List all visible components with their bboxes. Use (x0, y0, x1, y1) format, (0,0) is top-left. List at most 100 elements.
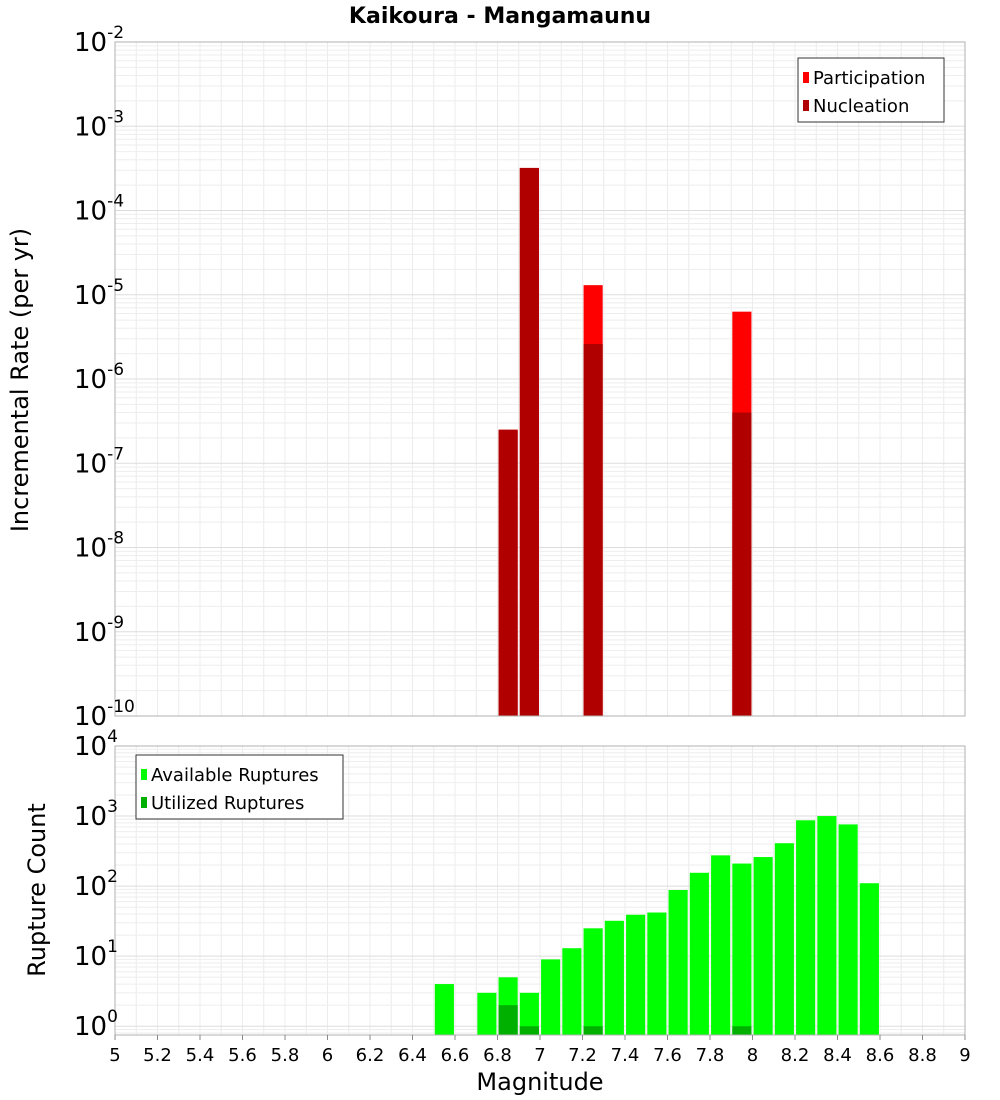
y-tick-label: 104 (74, 727, 118, 762)
y-tick-exponent: -7 (107, 444, 124, 464)
x-tick-label: 5.2 (143, 1045, 172, 1066)
y-tick-label: 102 (74, 867, 118, 902)
series-1 (498, 167, 752, 717)
y-tick-label: 10-8 (74, 529, 124, 564)
x-tick-label: 6 (322, 1045, 333, 1066)
x-tick-label: 5.6 (228, 1045, 257, 1066)
y-tick-base: 10 (74, 1012, 107, 1042)
legend-label: Available Ruptures (151, 765, 319, 786)
y-tick-exponent: 0 (107, 1007, 118, 1027)
y-tick-base: 10 (74, 732, 107, 762)
y-tick-exponent: -2 (107, 23, 124, 43)
y-tick-exponent: -4 (107, 192, 124, 212)
y-tick-label: 10-3 (74, 107, 124, 142)
x-tick-label: 8 (747, 1045, 758, 1066)
bar (647, 912, 667, 1035)
bar (859, 883, 879, 1035)
bar (519, 167, 539, 717)
y-tick-base: 10 (74, 197, 107, 227)
legend-swatch (803, 100, 809, 111)
bar (774, 843, 794, 1035)
y-tick-label: 10-9 (74, 613, 124, 648)
rate-plot: 10-1010-910-810-710-610-510-410-310-2Par… (74, 23, 966, 732)
x-tick-label: 8.2 (781, 1045, 810, 1066)
bar (519, 1026, 539, 1035)
top-y-axis-label: Incremental Rate (per yr) (6, 228, 34, 532)
x-tick-label: 6.8 (483, 1045, 512, 1066)
bottom-y-axis-label: Rupture Count (23, 803, 51, 977)
bar (477, 992, 497, 1035)
bar (626, 914, 646, 1035)
x-tick-label: 7.6 (653, 1045, 682, 1066)
x-tick-label: 5.4 (186, 1045, 215, 1066)
bar (434, 984, 454, 1035)
bar (753, 857, 773, 1035)
x-tick-label: 6.2 (356, 1045, 385, 1066)
chart-title: Kaikoura - Mangamaunu (349, 4, 651, 29)
x-tick-label: 6.6 (441, 1045, 470, 1066)
y-tick-base: 10 (74, 449, 107, 479)
x-tick-label: 8.4 (823, 1045, 852, 1066)
series-0 (434, 816, 879, 1035)
y-tick-base: 10 (74, 872, 107, 902)
y-tick-base: 10 (74, 281, 107, 311)
y-tick-label: 10-6 (74, 360, 124, 395)
y-tick-exponent: -3 (107, 107, 124, 127)
y-tick-exponent: -5 (107, 276, 124, 296)
legend-label: Utilized Ruptures (151, 793, 304, 814)
y-tick-exponent: -8 (107, 529, 124, 549)
x-tick-label: 7 (534, 1045, 545, 1066)
legend-swatch (803, 72, 809, 83)
y-tick-exponent: -10 (107, 697, 135, 717)
series-1 (498, 1005, 752, 1035)
bar (668, 890, 688, 1035)
bar (604, 920, 624, 1035)
x-axis-label: Magnitude (476, 1068, 603, 1096)
x-tick-label: 9 (959, 1045, 970, 1066)
y-tick-base: 10 (74, 702, 107, 732)
grid (114, 41, 966, 717)
bar (583, 928, 603, 1035)
y-tick-base: 10 (74, 112, 107, 142)
y-tick-base: 10 (74, 365, 107, 395)
legend-box (797, 57, 945, 123)
bar (498, 429, 518, 716)
x-tick-label: 6.4 (398, 1045, 427, 1066)
y-tick-exponent: 4 (107, 727, 118, 747)
y-tick-label: 10-7 (74, 444, 124, 479)
bar (732, 412, 752, 716)
y-tick-base: 10 (74, 534, 107, 564)
y-tick-label: 100 (74, 1007, 118, 1042)
bar (583, 344, 603, 716)
y-tick-exponent: 1 (107, 937, 118, 957)
legend-swatch (141, 797, 147, 808)
x-tick-label: 8.6 (866, 1045, 895, 1066)
bar (562, 948, 582, 1035)
legend-box (135, 754, 344, 820)
legend: Available Ruptures Utilized Ruptures (135, 754, 344, 820)
y-tick-base: 10 (74, 28, 107, 58)
x-tick-label: 7.2 (568, 1045, 597, 1066)
y-tick-label: 103 (74, 797, 118, 832)
plot-frame (114, 41, 966, 717)
bar (541, 959, 561, 1035)
y-tick-exponent: 3 (107, 797, 118, 817)
x-tick-label: 5 (109, 1045, 120, 1066)
y-tick-exponent: 2 (107, 867, 118, 887)
legend-swatch (141, 769, 147, 780)
bar (498, 1005, 518, 1035)
bar (817, 816, 837, 1035)
y-tick-label: 10-5 (74, 276, 124, 311)
y-tick-base: 10 (74, 802, 107, 832)
x-tick-label: 7.8 (696, 1045, 725, 1066)
legend-label: Nucleation (813, 96, 909, 117)
x-tick-label: 7.4 (611, 1045, 640, 1066)
y-tick-label: 10-4 (74, 192, 124, 227)
legend-label: Participation (813, 68, 925, 89)
y-tick-exponent: -9 (107, 613, 124, 633)
bar (519, 992, 539, 1035)
x-tick-label: 8.8 (908, 1045, 937, 1066)
y-tick-label: 101 (74, 937, 118, 972)
